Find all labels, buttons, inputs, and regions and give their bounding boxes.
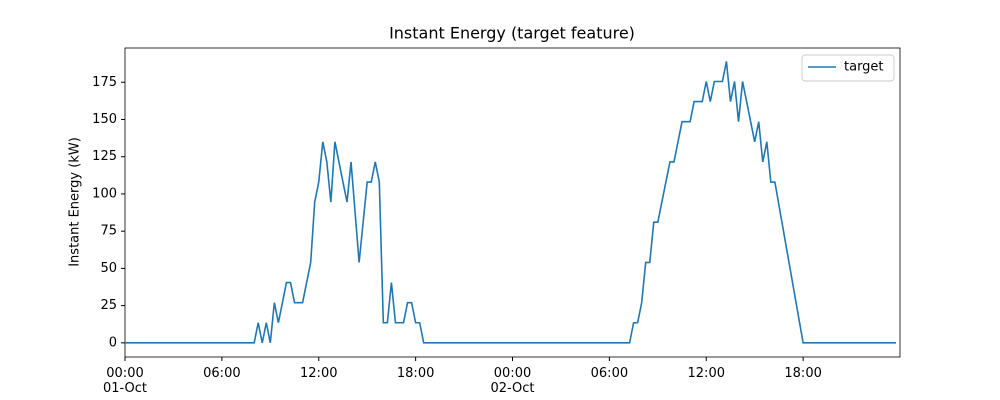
- x-tick-label: 18:00: [397, 366, 434, 381]
- y-tick-label: 0: [109, 335, 117, 350]
- x-tick-label: 00:00 02-Oct: [490, 366, 534, 396]
- y-tick-label: 175: [92, 75, 117, 90]
- legend-label: target: [844, 60, 884, 75]
- plot-frame: [124, 47, 901, 358]
- x-tick-label: 12:00: [300, 366, 337, 381]
- x-tick-label: 18:00: [784, 366, 821, 381]
- x-tick-label: 06:00: [591, 366, 628, 381]
- y-tick-label: 75: [100, 224, 117, 239]
- line-series: [125, 61, 896, 344]
- y-tick-label: 50: [100, 261, 117, 276]
- y-tick-label: 100: [92, 186, 117, 201]
- x-tick-label: 12:00: [688, 366, 725, 381]
- y-tick-label: 125: [92, 149, 117, 164]
- y-axis-label: Instant Energy (kW): [68, 137, 83, 267]
- chart-title: Instant Energy (target feature): [389, 24, 635, 43]
- x-tick-label: 00:00 01-Oct: [103, 366, 147, 396]
- legend-box: [801, 54, 895, 82]
- x-tick-label: 06:00: [203, 366, 240, 381]
- y-tick-label: 150: [92, 112, 117, 127]
- y-tick-label: 25: [100, 298, 117, 313]
